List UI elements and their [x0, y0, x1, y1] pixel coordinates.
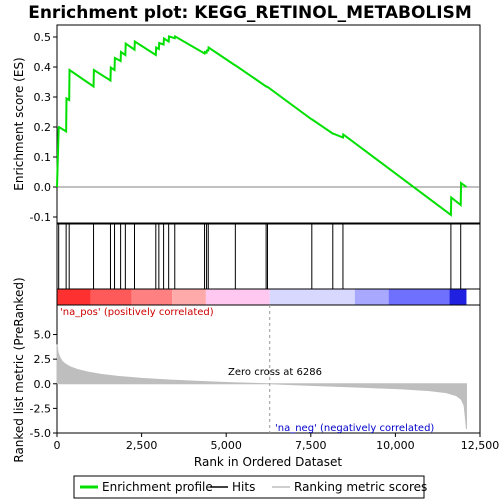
metric-panel-frame [56, 304, 481, 434]
legend-box [73, 475, 425, 499]
heatmap-segment [57, 289, 91, 305]
heatmap-segment [449, 289, 467, 305]
es-y-tick-label: 0.4 [34, 61, 52, 74]
heatmap-segment [388, 289, 450, 305]
heatmap-segment [90, 289, 132, 305]
es-y-tick-label: 0.3 [34, 91, 52, 104]
es-y-tick-label: 0.0 [34, 181, 52, 194]
es-y-tick-label: 0.1 [34, 151, 52, 164]
es-y-tick-label: 0.5 [34, 31, 52, 44]
ranking-metric-area [56, 344, 467, 430]
heatmap-segment [172, 289, 206, 305]
pos-label: 'na_pos' (positively correlated) [60, 307, 214, 318]
legend-hits-label: Hits [232, 480, 255, 494]
metric-y-tick-label: 2.5 [34, 353, 52, 366]
heatmap-segment [354, 289, 389, 305]
x-tick-label: 2,500 [126, 439, 158, 452]
x-tick-label: 12,500 [461, 439, 500, 452]
enrichment-profile-line [56, 34, 468, 217]
metric-y-tick-label: 0.0 [34, 378, 52, 391]
x-tick-label: 7,500 [295, 439, 327, 452]
x-tick-label: 10,000 [376, 439, 415, 452]
metric-y-tick-label: 5.0 [34, 329, 52, 342]
legend-enrichment-profile-label: Enrichment profile [102, 480, 213, 494]
heatmap-segment [131, 289, 173, 305]
es-panel-frame [56, 24, 481, 224]
heatmap-segment [205, 289, 270, 305]
x-tick-label: 0 [54, 439, 61, 452]
metric-y-tick-label: -5.0 [30, 427, 51, 440]
es-y-tick-label: -0.1 [30, 211, 51, 224]
x-axis: 0 2,500 5,000 7,500 10,000 12,500 [54, 433, 500, 452]
x-tick-label: 5,000 [210, 439, 242, 452]
metric-y-tick-label: -2.5 [30, 402, 51, 415]
legend-ranking-metric-label: Ranking metric scores [294, 480, 427, 494]
es-y-axis-label: Enrichment score (ES) [12, 57, 26, 190]
x-axis-label: Rank in Ordered Dataset [194, 455, 342, 469]
es-y-axis: -0.1 0.0 0.1 0.2 0.3 0.4 0.5 [30, 31, 57, 224]
rank-heatmap-bar [57, 289, 467, 305]
chart-title: Enrichment plot: KEGG_RETINOL_METABOLISM [28, 3, 472, 23]
legend: Enrichment profile Hits Ranking metric sco… [80, 480, 427, 494]
heatmap-segment [269, 289, 355, 305]
zero-cross-label: Zero cross at 6286 [228, 367, 322, 378]
es-y-tick-label: 0.2 [34, 121, 52, 134]
metric-y-axis: -5.0 -2.5 0.0 2.5 5.0 [30, 329, 57, 440]
metric-y-axis-label: Ranked list metric (PreRanked) [12, 277, 26, 462]
hits-markers [58, 224, 462, 289]
neg-label: 'na_neg' (negatively correlated) [275, 423, 434, 434]
